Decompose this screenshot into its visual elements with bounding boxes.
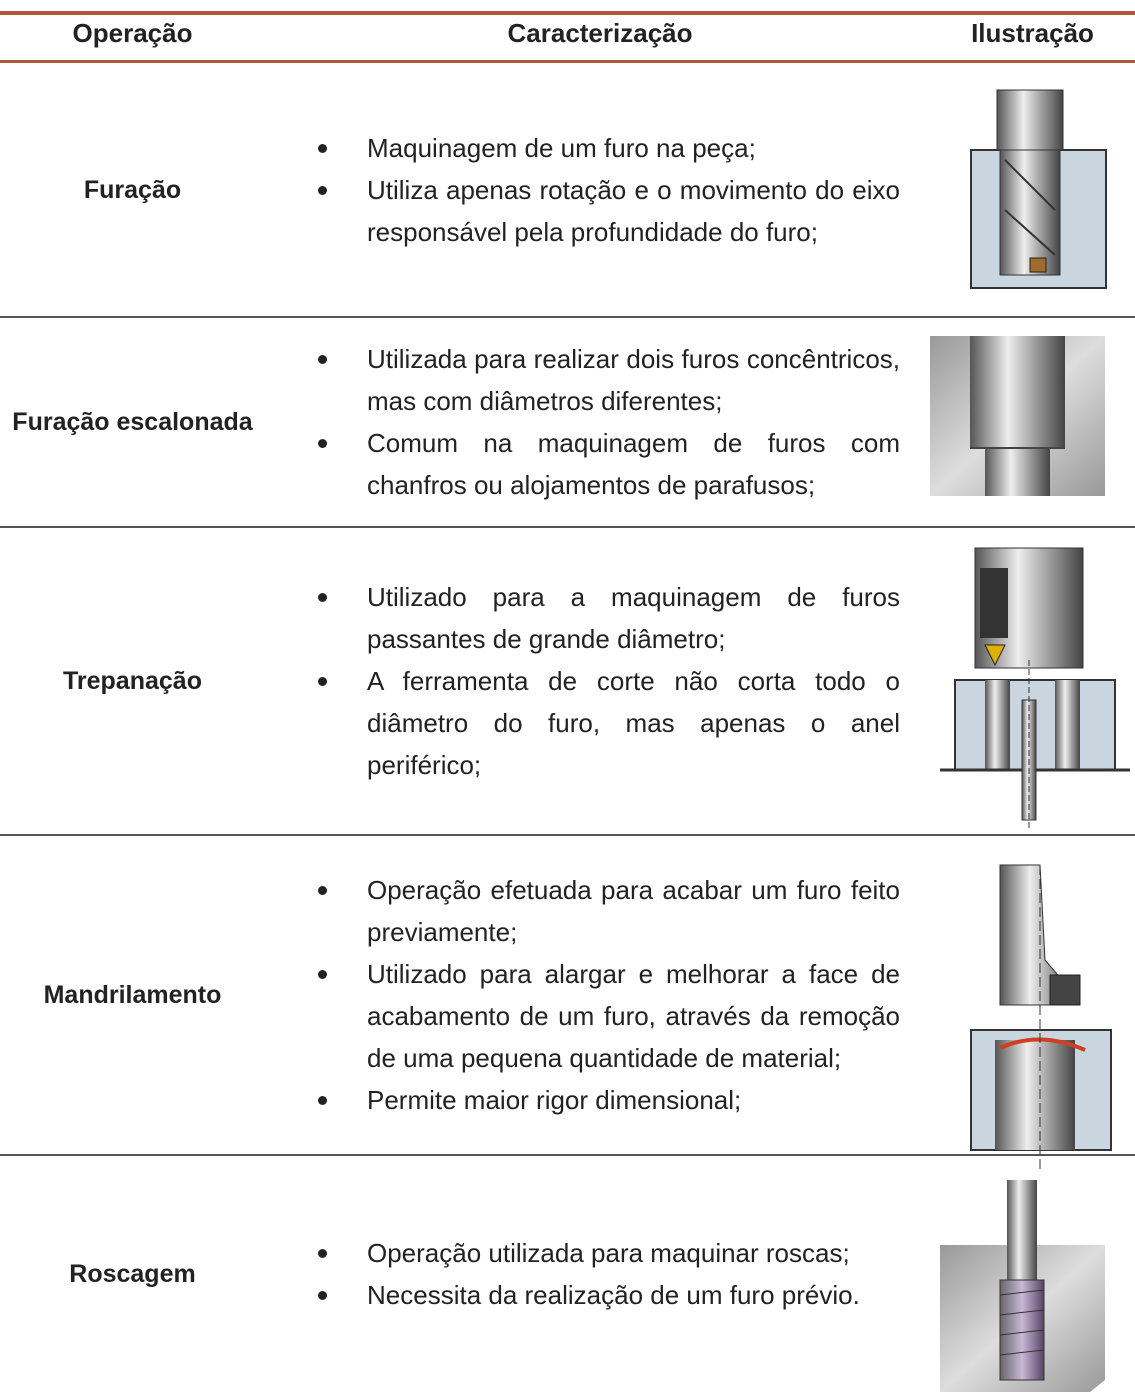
bullet: Utilizado para alargar e melhorar a face… xyxy=(318,953,900,1079)
row-rule xyxy=(0,834,1135,836)
bullet-list: Utilizado para a maquinagem de furos pas… xyxy=(300,576,900,786)
drill-illustration xyxy=(970,89,1107,289)
bullet-list: Operação efetuada para acabar um furo fe… xyxy=(300,869,900,1121)
operation: Roscagem xyxy=(69,1260,196,1288)
boring-illustration xyxy=(970,864,1112,1170)
bullet-list: Maquinagem de um furo na peça; Utiliza ap… xyxy=(300,127,900,253)
trepanning-illustration xyxy=(940,547,1130,828)
table-row: Furação escalonada Utilizada para realiz… xyxy=(0,318,1135,526)
tapping-illustration xyxy=(940,1180,1105,1392)
operation: Trepanação xyxy=(63,667,202,695)
column-header: Caracterização xyxy=(507,18,693,48)
operation: Mandrilamento xyxy=(43,981,222,1009)
bullet-list: Utilizada para realizar dois furos concê… xyxy=(300,338,900,506)
top-rule xyxy=(0,11,1135,15)
bullet: A ferramenta de corte não corta todo o d… xyxy=(318,660,900,786)
operation: Furação escalonada xyxy=(12,408,253,436)
bullet: Comum na maquinagem de furos com chanfro… xyxy=(318,422,900,506)
row-rule xyxy=(0,526,1135,528)
row-rule xyxy=(0,316,1135,318)
table-row: Mandrilamento Operação efetuada para aca… xyxy=(0,836,1135,1154)
column-header: Ilustração xyxy=(971,18,1094,48)
table-row: Roscagem Operação utilizada para maquina… xyxy=(0,1156,1135,1392)
column-header: Operação xyxy=(72,18,193,48)
operation: Furação xyxy=(83,176,182,204)
bullet: Permite maior rigor dimensional; xyxy=(318,1079,900,1121)
bullet: Maquinagem de um furo na peça; xyxy=(318,127,900,169)
bullet: Operação efetuada para acabar um furo fe… xyxy=(318,869,900,953)
bullet: Utilizado para a maquinagem de furos pas… xyxy=(318,576,900,660)
stepped-hole-illustration xyxy=(930,336,1105,496)
bullet: Utilizada para realizar dois furos concê… xyxy=(318,338,900,422)
table-row: Furação Maquinagem de um furo na peça; Ut… xyxy=(0,63,1135,317)
bullet-list: Operação utilizada para maquinar roscas;… xyxy=(300,1232,900,1316)
row-rule xyxy=(0,1154,1135,1156)
bullet: Necessita da realização de um furo prévi… xyxy=(318,1274,900,1316)
bullet: Operação utilizada para maquinar roscas; xyxy=(318,1232,900,1274)
table-row: Trepanação Utilizado para a maquinagem d… xyxy=(0,528,1135,834)
header-rule xyxy=(0,60,1135,63)
bullet: Utiliza apenas rotação e o movimento do … xyxy=(318,169,900,253)
